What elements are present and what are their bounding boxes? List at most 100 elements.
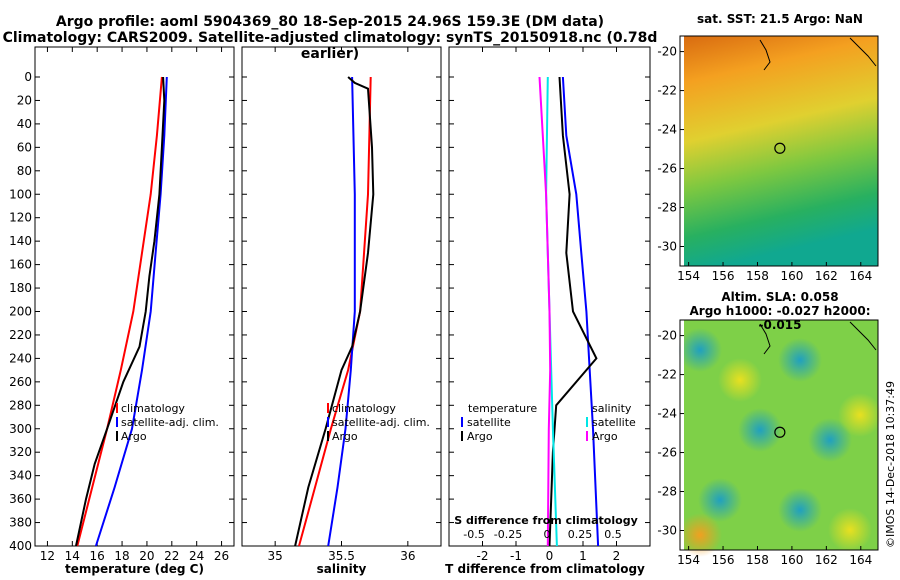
reef-outline	[759, 39, 771, 71]
x-tick-label: -1	[510, 549, 522, 563]
map-x-tick-label: 158	[746, 269, 769, 283]
map-x-tick-label: 160	[780, 553, 803, 567]
map-y-tick-label: -22	[657, 368, 677, 382]
map-y-tick-label: -26	[657, 446, 677, 460]
legend-label: satellite	[467, 416, 511, 429]
x-tick-label: -2	[477, 549, 489, 563]
sst-field	[680, 36, 878, 266]
series-temperature-satellite	[561, 76, 600, 547]
depth-tick-label: 320	[9, 445, 32, 459]
legend-label: Argo	[332, 430, 358, 443]
argo-location-marker	[774, 426, 786, 438]
secondary-tick-label: 0	[544, 528, 551, 541]
secondary-tick-label: -0.25	[494, 528, 522, 541]
x-tick-label: 18	[114, 549, 129, 563]
sla-title-1: Altim. SLA: 0.058	[721, 290, 839, 304]
x-tick-label: 20	[139, 549, 154, 563]
map-x-tick-label: 154	[677, 269, 700, 283]
legend-label: satellite-adj. clim.	[121, 416, 219, 429]
map-frame	[679, 35, 879, 267]
map-x-tick-label: 162	[815, 553, 838, 567]
x-tick-label: 26	[214, 549, 229, 563]
map-x-tick-label: 156	[712, 269, 735, 283]
map-y-tick-label: -26	[657, 162, 677, 176]
depth-tick-label: 60	[17, 140, 32, 154]
map-x-tick-label: 156	[712, 553, 735, 567]
depth-tick-label: 380	[9, 516, 32, 530]
series-climatology	[76, 76, 163, 547]
x-tick-label: 12	[40, 549, 55, 563]
panel-frame	[34, 46, 235, 547]
tdiff-xlabel: T difference from climatology	[445, 562, 645, 576]
map-x-tick-label: 162	[815, 269, 838, 283]
land-mask	[680, 320, 684, 550]
map-x-tick-label: 164	[849, 553, 872, 567]
temperature-xlabel: temperature (deg C)	[65, 562, 204, 576]
depth-tick-label: 180	[9, 281, 32, 295]
depth-tick-label: 40	[17, 117, 32, 131]
legend-title: salinity	[592, 402, 632, 415]
depth-tick-label: 280	[9, 398, 32, 412]
sla-anomaly	[718, 358, 762, 402]
legend-title: temperature	[468, 402, 537, 415]
legend-label: climatology	[332, 402, 396, 415]
depth-tick-label: 200	[9, 305, 32, 319]
map-y-tick-label: -28	[657, 201, 677, 215]
legend-label: Argo	[121, 430, 147, 443]
land-mask	[680, 36, 684, 266]
depth-tick-label: 120	[9, 211, 32, 225]
series-satellite-adj.-clim.	[327, 76, 356, 547]
depth-tick-label: 0	[24, 70, 32, 84]
sla-anomaly	[678, 328, 722, 372]
title-line-2: Climatology: CARS2009. Satellite-adjuste…	[2, 30, 658, 62]
depth-tick-label: 220	[9, 328, 32, 342]
sla-anomaly	[738, 408, 782, 452]
secondary-xlabel: S difference from climatology	[454, 514, 638, 527]
x-tick-label: 36	[400, 549, 415, 563]
sla-anomaly	[778, 488, 822, 532]
sla-anomaly	[778, 338, 822, 382]
imos-credit: ©IMOS 14-Dec-2018 10:37:49	[884, 381, 897, 548]
secondary-tick-label: 0.25	[568, 528, 593, 541]
depth-tick-label: 260	[9, 375, 32, 389]
map-x-tick-label: 160	[780, 269, 803, 283]
map-y-tick-label: -20	[657, 45, 677, 59]
legend-label: satellite	[592, 416, 636, 429]
argo-location-marker	[774, 142, 786, 154]
secondary-tick-label: 0.5	[604, 528, 622, 541]
x-tick-label: 35	[268, 549, 283, 563]
depth-tick-label: 300	[9, 422, 32, 436]
legend-label: climatology	[121, 402, 185, 415]
depth-tick-label: 240	[9, 351, 32, 365]
depth-tick-label: 20	[17, 93, 32, 107]
series-salinity-Argo	[538, 76, 552, 547]
series-satellite-adj.-clim.	[94, 76, 168, 547]
map-x-tick-label: 164	[849, 269, 872, 283]
map-frame	[679, 319, 879, 551]
x-tick-label: 24	[189, 549, 204, 563]
series-Argo	[75, 76, 166, 547]
x-tick-label: 14	[65, 549, 80, 563]
x-tick-label: 35.5	[328, 549, 355, 563]
sla-anomaly	[828, 508, 872, 552]
sla-title-2: Argo h1000: -0.027 h2000: -0.015	[689, 304, 871, 332]
sla-anomaly	[698, 478, 742, 522]
map-y-tick-label: -24	[657, 407, 677, 421]
panel-frame	[241, 46, 442, 547]
depth-tick-label: 160	[9, 258, 32, 272]
reef-outline	[759, 323, 771, 355]
coastline	[849, 37, 877, 67]
x-tick-label: 1	[579, 549, 587, 563]
coastline	[849, 321, 877, 351]
map-y-tick-label: -30	[657, 240, 677, 254]
title-line-1: Argo profile: aoml 5904369_80 18-Sep-201…	[55, 14, 605, 30]
depth-tick-label: 140	[9, 234, 32, 248]
sla-anomaly	[838, 393, 882, 437]
x-tick-label: 16	[90, 549, 105, 563]
map-y-tick-label: -22	[657, 84, 677, 98]
depth-tick-label: 100	[9, 187, 32, 201]
depth-tick-label: 360	[9, 492, 32, 506]
secondary-tick-label: -0.5	[463, 528, 484, 541]
legend-label: Argo	[467, 430, 493, 443]
